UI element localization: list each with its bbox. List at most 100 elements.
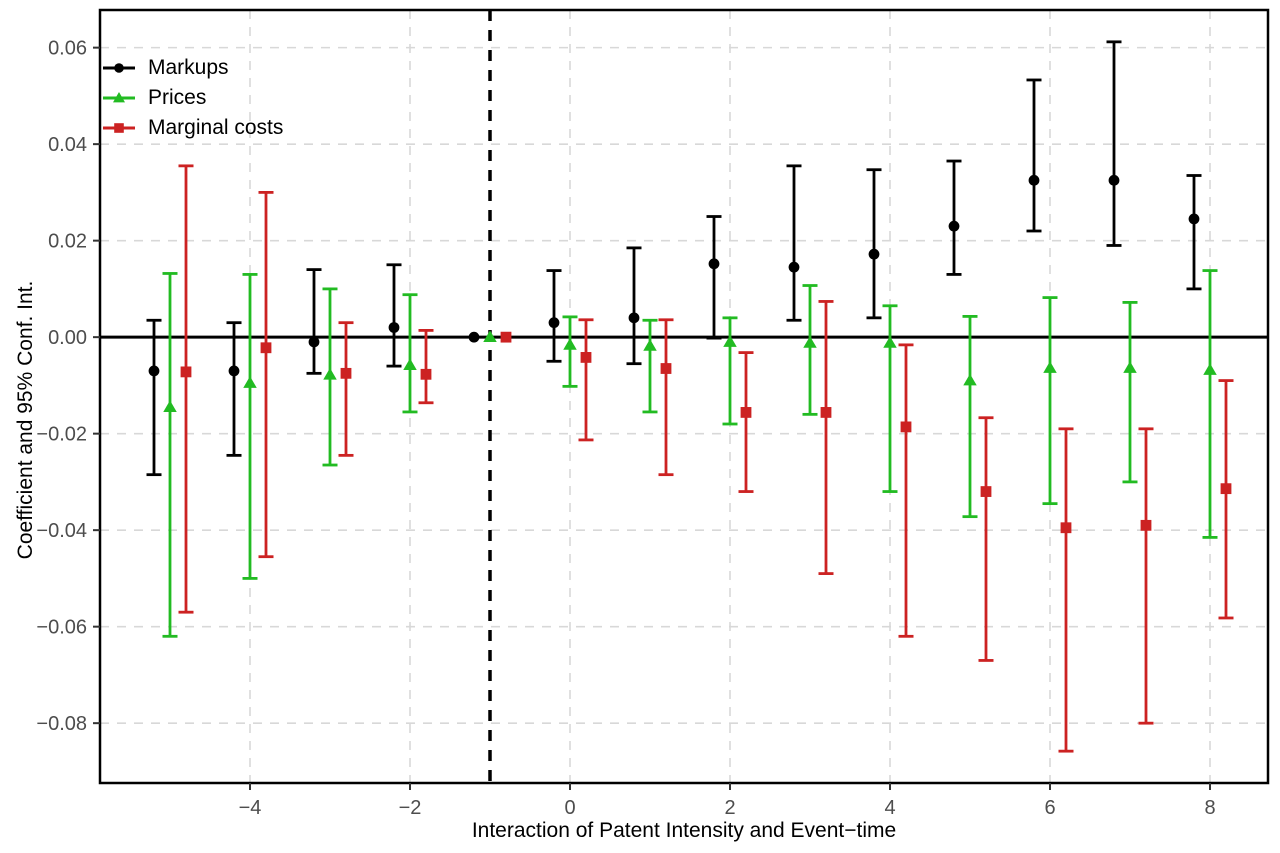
- prices-marker: [243, 376, 257, 388]
- markups-point-t0: [546, 269, 562, 363]
- marginal-costs-marker: [1220, 483, 1232, 495]
- prices-point-t-2: [402, 293, 418, 414]
- marginal-costs-point-t2: [738, 351, 754, 493]
- legend-label-markups: Markups: [148, 56, 229, 79]
- plot-border: [98, 8, 1270, 785]
- y-tick-label: 0.04: [48, 134, 87, 156]
- markups-marker: [548, 317, 560, 329]
- prices-legend-marker-icon: [113, 91, 125, 102]
- markups-marker: [628, 312, 640, 324]
- marginal-costs-point-t5: [978, 416, 994, 662]
- markups-point-t4: [866, 168, 882, 320]
- prices-point-t-1: [483, 330, 497, 343]
- prices-legend-key-icon: [103, 91, 135, 102]
- y-tick-label: 0.06: [48, 38, 87, 60]
- marginal-costs-marker: [900, 421, 912, 433]
- x-tick-label: 2: [724, 797, 735, 819]
- marginal-costs-point-t3: [818, 300, 834, 575]
- y-tick-label: −0.06: [36, 617, 87, 639]
- marginal-costs-marker: [1140, 519, 1152, 531]
- prices-point-t8: [1202, 269, 1218, 539]
- legend-label-marginal-costs: Marginal costs: [148, 116, 284, 140]
- marginal-costs-point-t-3: [338, 321, 354, 457]
- legend-item-marginal-costs: Marginal costs: [102, 116, 283, 139]
- markups-marker: [708, 258, 720, 270]
- prices-marker: [643, 339, 657, 351]
- marginal-costs-point-t6: [1058, 427, 1074, 753]
- x-tick-label: 4: [884, 797, 895, 819]
- legend-item-markups: Markups: [102, 56, 283, 79]
- y-tick-label: −0.08: [36, 713, 87, 735]
- prices-marker: [723, 335, 737, 347]
- y-tick-label: −0.04: [36, 520, 87, 542]
- markups-marker: [1108, 174, 1120, 186]
- marginal-costs-point-t4: [898, 343, 914, 638]
- marginal-costs-marker: [740, 407, 752, 418]
- markups-marker: [1188, 213, 1200, 225]
- x-tick-label: −2: [399, 797, 422, 819]
- prices-marker: [1203, 363, 1217, 375]
- markups-marker: [468, 331, 480, 343]
- markups-marker: [308, 336, 320, 348]
- markups-point-t7: [1106, 40, 1122, 247]
- marginal-costs-point-t-2: [418, 328, 434, 405]
- markups-point-t5: [946, 159, 962, 276]
- marginal-costs-point-t8: [1218, 379, 1234, 620]
- prices-point-t1: [642, 318, 658, 414]
- prices-marker: [323, 368, 337, 380]
- markups-point-t8: [1186, 174, 1202, 291]
- markups-point-t-4: [226, 321, 242, 457]
- marginal-costs-marker: [420, 368, 432, 380]
- prices-marker: [803, 336, 817, 348]
- markups-point-t-2: [386, 263, 402, 368]
- markups-marker: [388, 322, 400, 333]
- markups-legend-key-icon: [103, 62, 135, 73]
- marginal-costs-point-t0: [578, 318, 594, 442]
- markups-point-t6: [1026, 78, 1042, 233]
- markups-point-t-1: [468, 331, 480, 343]
- marginal-costs-marker: [500, 331, 512, 343]
- marginal-costs-marker: [660, 363, 672, 374]
- legend-label-prices: Prices: [148, 86, 207, 110]
- prices-point-t-3: [322, 287, 338, 467]
- prices-marker: [1123, 361, 1137, 373]
- marginal-costs-legend-key-icon: [103, 122, 135, 133]
- markups-marker: [868, 248, 880, 260]
- prices-marker: [963, 373, 977, 386]
- prices-point-t3: [802, 284, 818, 416]
- prices-marker: [1043, 361, 1057, 373]
- markups-marker: [788, 261, 800, 273]
- marginal-costs-marker: [180, 366, 192, 378]
- x-tick-label: 6: [1044, 797, 1055, 819]
- markups-point-t3: [786, 164, 802, 322]
- marginal-costs-marker: [820, 407, 832, 418]
- legend-item-prices: Prices: [102, 86, 283, 109]
- marginal-costs-marker: [260, 342, 272, 354]
- y-tick-label: −0.02: [36, 424, 87, 446]
- markups-marker: [228, 365, 240, 377]
- y-tick-label: 0.02: [48, 231, 87, 253]
- prices-marker: [483, 330, 497, 343]
- marginal-costs-point-t7: [1138, 427, 1154, 725]
- marginal-costs-point-t-1: [500, 331, 512, 343]
- y-axis-title: Coefficient and 95% Conf. Int.: [14, 280, 37, 560]
- markups-marker: [1028, 174, 1040, 186]
- marginal-costs-marker: [580, 352, 592, 363]
- marginal-costs-point-t-4: [258, 190, 274, 559]
- markups-point-t-5: [146, 318, 162, 477]
- marginal-costs-legend-marker-icon: [114, 122, 124, 133]
- prices-point-t2: [722, 316, 738, 426]
- marginal-costs-point-t1: [658, 318, 674, 477]
- markups-marker: [948, 220, 960, 232]
- marginal-costs-marker: [340, 367, 352, 379]
- markups-marker: [148, 365, 160, 377]
- x-axis-title: Interaction of Patent Intensity and Even…: [471, 819, 897, 842]
- markups-legend-marker-icon: [114, 62, 124, 73]
- prices-point-t-5: [162, 272, 178, 638]
- prices-point-t4: [882, 304, 898, 493]
- marginal-costs-marker: [1060, 522, 1072, 534]
- marginal-costs-point-t-5: [178, 164, 194, 614]
- prices-point-t5: [962, 315, 978, 519]
